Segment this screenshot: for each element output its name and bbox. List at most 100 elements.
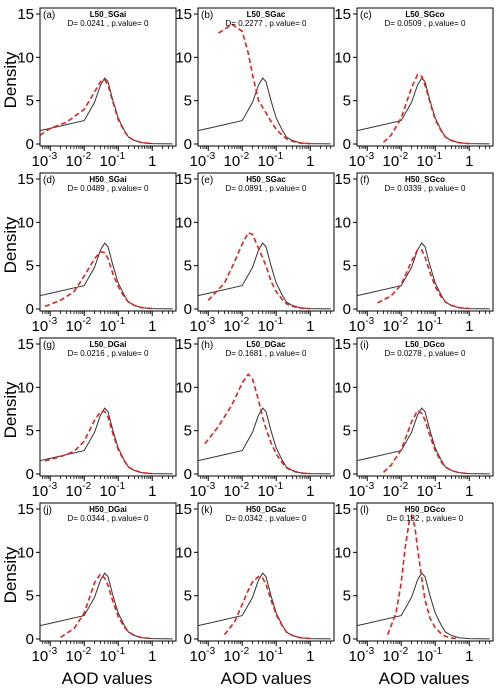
x-tick-exponent: -1	[433, 151, 442, 162]
simulated-density-line	[204, 373, 311, 475]
y-tick-label: 5	[26, 588, 34, 605]
panel-title: L50_SGai	[90, 10, 126, 19]
x-tick-label: 1	[148, 483, 156, 500]
x-tick-exponent: -3	[206, 646, 215, 657]
plot-frame	[356, 337, 494, 477]
panel-label: (f)	[360, 175, 369, 186]
observed-density-line	[40, 77, 173, 145]
x-tick-label: 10	[258, 318, 275, 335]
panel-title: L50_SGco	[405, 10, 444, 19]
observed-density-line	[40, 572, 173, 640]
panel-title: H50_DGai	[89, 505, 127, 514]
x-tick-exponent: -3	[48, 316, 57, 327]
observed-density-line	[198, 242, 331, 310]
y-tick-label: 15	[17, 171, 34, 188]
y-tick-label: 5	[184, 258, 192, 275]
x-tick-exponent: -2	[82, 316, 91, 327]
y-tick-label: 10	[17, 379, 34, 396]
y-tick-label: 10	[17, 49, 34, 66]
y-tick-label: 10	[334, 214, 351, 231]
x-tick-label: 1	[465, 483, 473, 500]
panel-stats: D= 0.182 , p.value= 0	[387, 514, 464, 523]
x-tick-label: 10	[100, 483, 117, 500]
observed-density-line	[357, 572, 490, 640]
x-tick-exponent: -1	[433, 481, 442, 492]
x-tick-label: 1	[465, 318, 473, 335]
panel-title: L50_SGac	[247, 10, 286, 19]
observed-density-line	[357, 242, 490, 310]
x-tick-label: 10	[100, 648, 117, 665]
simulated-density-line	[382, 409, 470, 475]
panel-stats: D= 0.0339 , p.value= 0	[385, 184, 467, 193]
panel-stats: D= 0.0891 , p.value= 0	[226, 184, 308, 193]
y-tick-label: 15	[17, 336, 34, 353]
x-tick-label: 10	[417, 153, 434, 170]
x-tick-exponent: -1	[274, 481, 283, 492]
x-tick-exponent: -1	[433, 316, 442, 327]
y-tick-label: 15	[334, 171, 351, 188]
y-tick-label: 5	[26, 258, 34, 275]
y-tick-label: 10	[334, 379, 351, 396]
panel-title: H50_SGai	[89, 175, 126, 184]
x-tick-label: 10	[383, 648, 400, 665]
simulated-density-line	[60, 572, 153, 640]
panel-stats: D= 0.0278 , p.value= 0	[385, 349, 467, 358]
observed-density-line	[357, 407, 490, 475]
x-tick-exponent: -3	[365, 481, 374, 492]
x-tick-label: 10	[224, 318, 241, 335]
panel-title: L50_DGac	[246, 340, 286, 349]
y-tick-label: 0	[343, 136, 351, 153]
y-tick-label: 10	[175, 49, 192, 66]
simulated-density-line	[218, 23, 311, 145]
plot-frame	[197, 502, 335, 642]
x-tick-label: 10	[349, 318, 366, 335]
y-tick-label: 5	[184, 588, 192, 605]
panel-title: L50_DGco	[405, 340, 445, 349]
y-tick-label: 0	[184, 631, 192, 648]
panel-label: (j)	[43, 505, 52, 516]
simulated-density-line	[44, 250, 153, 310]
x-axis-labels: AOD values AOD values AOD values	[62, 669, 470, 688]
panel-label: (l)	[360, 505, 369, 516]
simulated-density-line	[207, 231, 311, 310]
x-tick-exponent: -3	[365, 646, 374, 657]
x-tick-label: 1	[306, 483, 314, 500]
y-tick-label: 10	[17, 544, 34, 561]
y-axis-label-row1: Density	[1, 51, 20, 108]
x-tick-exponent: -3	[206, 151, 215, 162]
x-tick-label: 10	[190, 648, 207, 665]
x-tick-label: 10	[190, 153, 207, 170]
x-tick-exponent: -2	[240, 646, 249, 657]
panel-label: (e)	[201, 175, 213, 186]
x-tick-exponent: -2	[399, 151, 408, 162]
y-tick-label: 15	[334, 501, 351, 518]
y-tick-label: 5	[343, 588, 351, 605]
x-tick-exponent: -3	[48, 481, 57, 492]
panel-stats: D= 0.0489 , p.value= 0	[68, 184, 150, 193]
plot-frame	[39, 7, 177, 147]
x-tick-label: 10	[100, 153, 117, 170]
x-tick-label: 1	[306, 318, 314, 335]
y-tick-label: 5	[343, 258, 351, 275]
panel-title: H50_DGac	[246, 505, 287, 514]
x-tick-label: 10	[224, 648, 241, 665]
y-tick-label: 0	[343, 466, 351, 483]
panel-stats: D= 0.0509 , p.value= 0	[385, 19, 467, 28]
x-tick-label: 1	[306, 153, 314, 170]
observed-density-line	[198, 77, 331, 145]
x-tick-label: 10	[32, 318, 49, 335]
x-tick-exponent: -2	[82, 151, 91, 162]
x-tick-label: 10	[66, 153, 83, 170]
x-tick-label: 10	[32, 648, 49, 665]
plot-frame	[356, 7, 494, 147]
panel-label: (i)	[360, 340, 369, 351]
x-tick-label: 10	[417, 318, 434, 335]
x-tick-label: 10	[66, 648, 83, 665]
